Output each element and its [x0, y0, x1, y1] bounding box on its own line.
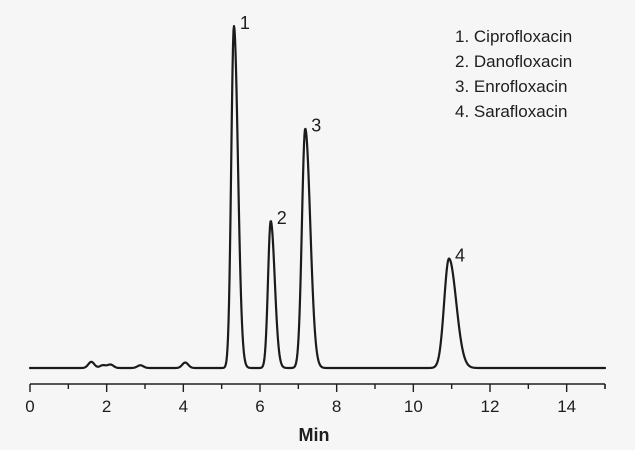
legend-entry-2: 2. Danofloxacin [455, 52, 572, 71]
legend-entry-1: 1. Ciprofloxacin [455, 27, 572, 46]
x-axis-title: Min [299, 425, 330, 445]
peak-label-2: 2 [277, 208, 287, 228]
legend: 1. Ciprofloxacin 2. Danofloxacin 3. Enro… [455, 27, 572, 121]
x-tick-label: 0 [25, 397, 34, 416]
x-tick-label: 6 [255, 397, 264, 416]
x-axis-ticks: 0 2 4 6 8 10 12 14 [25, 384, 606, 416]
legend-entry-3: 3. Enrofloxacin [455, 77, 567, 96]
x-tick-label: 8 [332, 397, 341, 416]
peak-label-1: 1 [240, 13, 250, 33]
peak-label-3: 3 [311, 116, 321, 136]
peak-label-4: 4 [455, 246, 465, 266]
x-tick-label: 10 [404, 397, 423, 416]
chromatogram-trace [28, 24, 607, 370]
peak-labels: 1 2 3 4 [240, 13, 465, 266]
x-tick-label: 14 [557, 397, 576, 416]
x-tick-label: 4 [179, 397, 188, 416]
x-tick-label: 12 [481, 397, 500, 416]
x-tick-label: 2 [102, 397, 111, 416]
legend-entry-4: 4. Sarafloxacin [455, 102, 567, 121]
